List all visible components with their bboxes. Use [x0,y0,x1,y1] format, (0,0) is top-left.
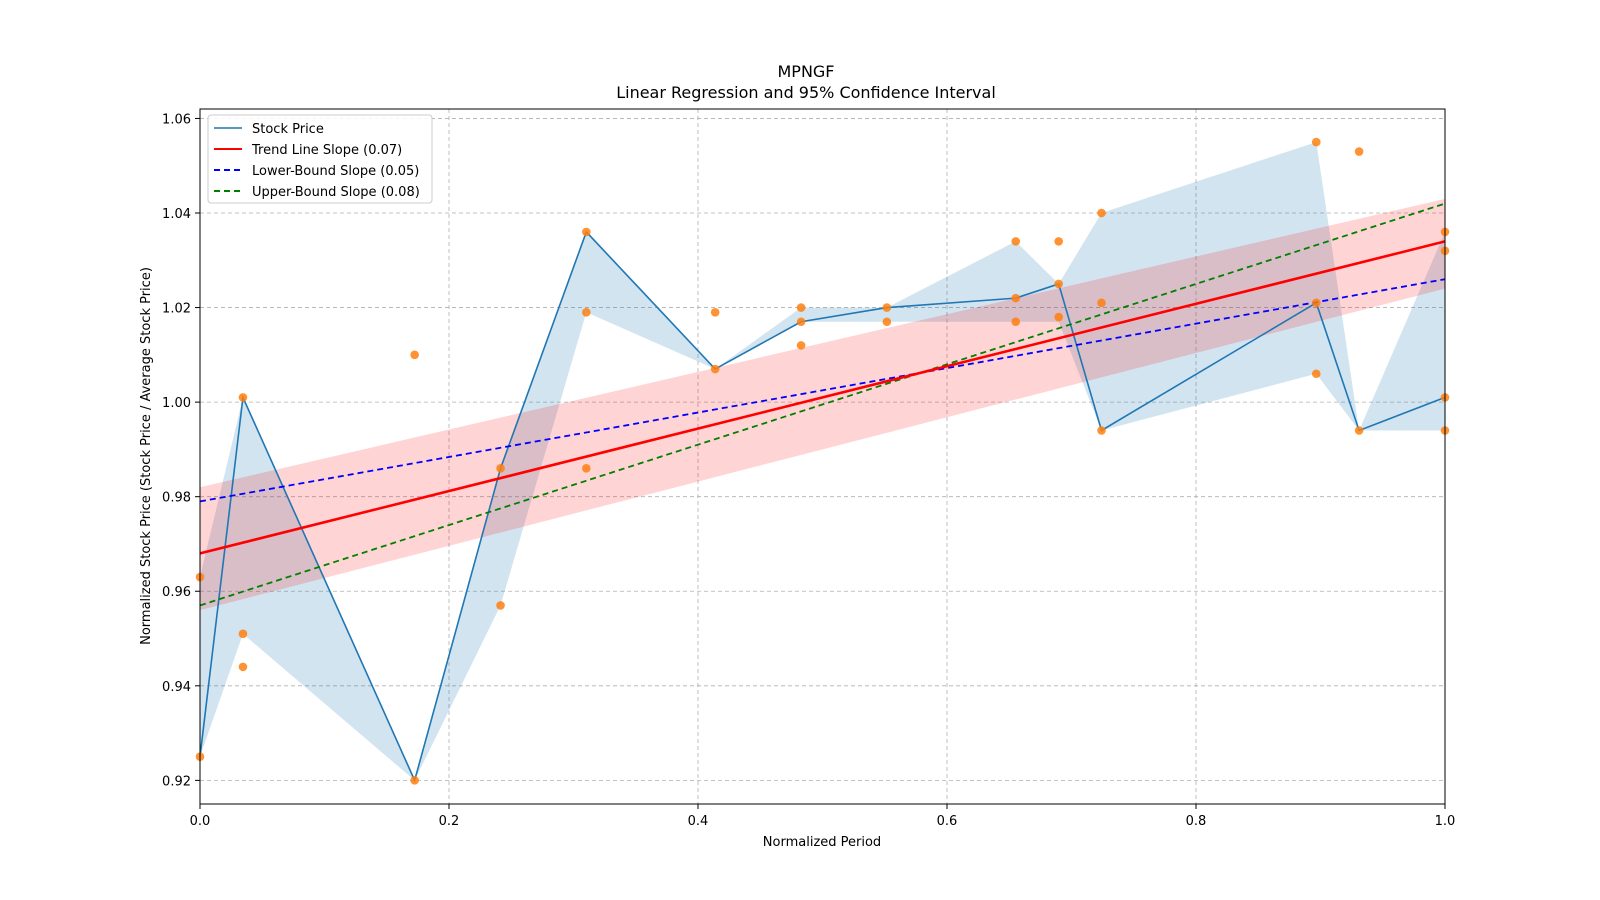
legend-box [207,114,433,204]
trend-line [199,240,1446,555]
scatter-point [796,341,806,350]
scatter-point [1097,298,1106,308]
scatter-point [796,303,806,312]
y-axis-label: Normalized Stock Price (Stock Price / Av… [139,267,154,645]
x-tick-label: 1.0 [1435,814,1456,829]
y-tick-label: 0.96 [162,585,191,600]
scatter-point [1354,147,1364,156]
y-tick-label: 0.92 [162,774,191,789]
scatter-point [496,601,505,610]
plot-frame [199,108,1446,805]
chart-title: MPNGF [777,62,834,81]
scatter-point [1011,237,1021,246]
scatter-point [882,303,892,312]
scatter-point [410,350,419,360]
scatter-point [496,464,505,473]
scatter-point [796,317,806,327]
scatter-point [1354,426,1364,435]
x-tick-label: 0.4 [688,814,709,829]
scatter-point [1054,279,1063,289]
legend: Stock Price Trend Line Slope (0.07) Lower-… [207,114,433,204]
scatter-point [582,307,591,317]
y-tick-label: 0.98 [162,491,191,506]
scatter-point [710,364,720,374]
legend-label: Stock Price [252,122,324,137]
scatter-point [1011,293,1021,303]
grid [199,109,1446,804]
scatter-point [1054,237,1063,246]
y-tick-label: 1.00 [162,396,191,411]
y-tick-label: 1.04 [162,207,191,222]
scatter-point [1097,426,1106,435]
x-tick-label: 0.2 [439,814,460,829]
scatter-point [238,662,248,672]
series-lines [199,202,1446,783]
scatter-point [710,307,720,317]
scatter-point [1097,208,1106,218]
x-axis-label: Normalized Period [763,835,881,850]
x-tick-label: 0.6 [937,814,958,829]
stock-price-line [199,230,1446,783]
y-tick-label: 1.06 [162,112,191,127]
scatter-point [1311,298,1321,308]
upper-bound-line [199,202,1446,607]
x-tick-label: 0.8 [1186,814,1207,829]
scatter-point [1311,137,1321,147]
axis-ticks: 0.0 0.2 0.4 0.6 0.8 1.0 0.92 0.94 0.96 0.98 1.00 1.… [162,112,1455,829]
scatter-point [582,227,591,237]
scatter-point [1011,317,1021,327]
scatter-point [882,317,892,327]
y-tick-label: 0.94 [162,680,191,695]
confidence-bands [200,142,1445,781]
legend-label: Trend Line Slope (0.07) [251,143,402,158]
y-tick-label: 1.02 [162,302,191,317]
stock-price-band [200,142,1445,781]
scatter-point [1311,369,1321,379]
scatter-point [582,464,591,473]
scatter-point [1054,312,1063,322]
scatter-point [410,776,419,785]
legend-label: Upper-Bound Slope (0.08) [252,185,420,200]
legend-label: Lower-Bound Slope (0.05) [252,164,419,179]
scatter-points [195,137,1450,785]
chart-subtitle: Linear Regression and 95% Confidence Int… [616,83,996,102]
scatter-point [238,393,248,402]
lower-bound-line [199,278,1446,503]
x-tick-label: 0.0 [190,814,211,829]
scatter-point [238,629,248,639]
